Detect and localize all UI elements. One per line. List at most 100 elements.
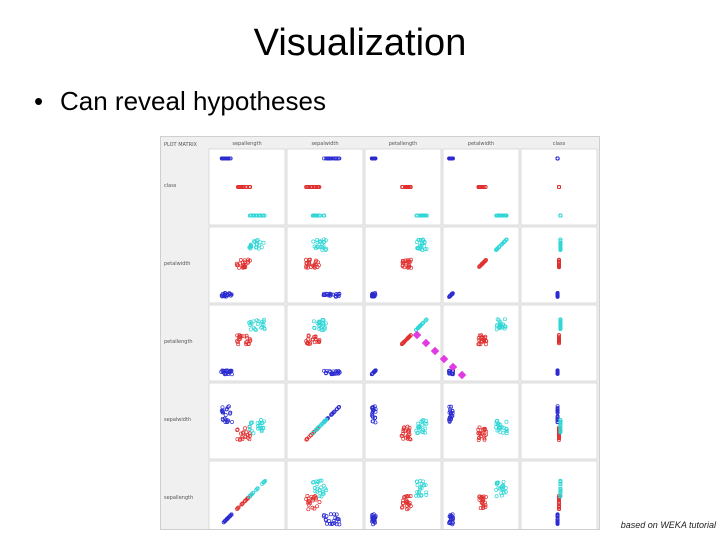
plot-point bbox=[404, 185, 409, 189]
plot-point bbox=[259, 418, 263, 422]
plot-point bbox=[329, 412, 334, 417]
plot-point bbox=[241, 430, 246, 435]
plot-point bbox=[483, 503, 488, 508]
plot-point bbox=[241, 265, 246, 269]
plot-point bbox=[448, 512, 453, 517]
slide-title: Visualization bbox=[253, 22, 467, 64]
plot-point bbox=[226, 404, 231, 409]
plot-point bbox=[478, 342, 483, 347]
plot-point bbox=[219, 293, 224, 298]
plot-point bbox=[477, 342, 481, 347]
plot-point bbox=[501, 479, 506, 484]
plot-point bbox=[558, 240, 563, 245]
plot-point bbox=[504, 431, 509, 436]
plot-point bbox=[244, 342, 249, 347]
plot-point bbox=[245, 339, 249, 344]
points-layer bbox=[219, 156, 563, 527]
plot-point bbox=[320, 422, 324, 426]
plot-point bbox=[235, 263, 240, 268]
plot-point bbox=[329, 522, 334, 527]
plot-point bbox=[253, 328, 258, 332]
plot-point bbox=[247, 213, 252, 218]
plot-point bbox=[447, 371, 452, 376]
plot-point bbox=[449, 292, 454, 297]
plot-point bbox=[502, 490, 506, 495]
plot-point bbox=[497, 321, 502, 326]
matrix-corner-label: PLOT MATRIX bbox=[164, 142, 198, 148]
plot-point bbox=[558, 489, 563, 494]
plot-point bbox=[323, 321, 328, 326]
plot-point bbox=[407, 334, 412, 339]
plot-point bbox=[420, 422, 425, 427]
plot-point bbox=[447, 415, 452, 420]
plot-point bbox=[336, 369, 341, 374]
plot-point bbox=[251, 319, 256, 324]
plot-point bbox=[228, 411, 232, 416]
plot-point bbox=[310, 498, 315, 503]
plot-point bbox=[416, 246, 421, 251]
scatter-plot-matrix: PLOT MATRIX sepallength sepalwidth petalle… bbox=[160, 136, 600, 538]
plot-point bbox=[306, 333, 311, 338]
plot-point bbox=[558, 246, 563, 251]
plot-point bbox=[495, 481, 500, 486]
plot-point bbox=[316, 245, 320, 250]
plot-point bbox=[415, 240, 419, 245]
plot-point bbox=[402, 495, 406, 500]
plot-point bbox=[324, 514, 329, 519]
plot-point bbox=[402, 339, 407, 344]
plot-point bbox=[243, 262, 248, 267]
plot-point bbox=[417, 324, 422, 329]
plot-point bbox=[223, 420, 228, 424]
plot-point bbox=[260, 322, 265, 326]
plot-point bbox=[555, 512, 560, 517]
plot-point bbox=[319, 478, 324, 483]
plot-point bbox=[315, 238, 319, 242]
matrix-panel bbox=[286, 460, 364, 538]
plot-point bbox=[306, 341, 311, 346]
plot-point bbox=[400, 263, 405, 268]
plot-point bbox=[327, 292, 332, 297]
plot-point bbox=[447, 521, 452, 525]
plot-point bbox=[306, 507, 311, 512]
plot-point bbox=[420, 237, 425, 242]
plot-point bbox=[255, 486, 260, 491]
plot-point bbox=[484, 258, 488, 262]
plot-point bbox=[481, 506, 486, 510]
plot-point bbox=[557, 436, 561, 440]
column-labels: sepallength sepalwidth petallength petalwid… bbox=[232, 141, 565, 147]
matrix-canvas: PLOT MATRIX sepallength sepalwidth petalle… bbox=[164, 141, 598, 538]
plot-point bbox=[318, 244, 323, 249]
plot-point bbox=[497, 245, 501, 249]
plot-point bbox=[237, 265, 242, 270]
bullet-icon: • bbox=[34, 86, 44, 116]
plot-point bbox=[494, 324, 499, 329]
plot-point bbox=[251, 490, 256, 495]
plot-point bbox=[320, 241, 325, 246]
plot-point bbox=[449, 292, 454, 297]
plot-point bbox=[401, 429, 406, 434]
plot-point bbox=[419, 481, 424, 486]
plot-point bbox=[407, 502, 412, 507]
plot-point bbox=[372, 416, 377, 421]
plot-point bbox=[448, 407, 453, 412]
plot-point bbox=[500, 493, 504, 498]
plot-point bbox=[495, 428, 500, 433]
plot-point bbox=[494, 419, 499, 424]
plot-point bbox=[316, 260, 320, 265]
plot-point bbox=[314, 427, 319, 432]
plot-point bbox=[499, 242, 504, 247]
plot-point bbox=[483, 185, 488, 189]
plot-point bbox=[257, 243, 262, 248]
matrix-panel bbox=[208, 382, 286, 460]
plot-point bbox=[235, 427, 240, 432]
plot-point bbox=[247, 427, 252, 432]
plot-point bbox=[401, 260, 406, 265]
plot-point bbox=[558, 494, 563, 499]
plot-point bbox=[555, 518, 560, 523]
plot-point bbox=[261, 480, 266, 485]
plot-point bbox=[371, 292, 376, 297]
plot-point bbox=[371, 419, 375, 424]
plot-point bbox=[305, 494, 310, 498]
plot-point bbox=[262, 479, 267, 484]
plot-point bbox=[247, 320, 252, 325]
